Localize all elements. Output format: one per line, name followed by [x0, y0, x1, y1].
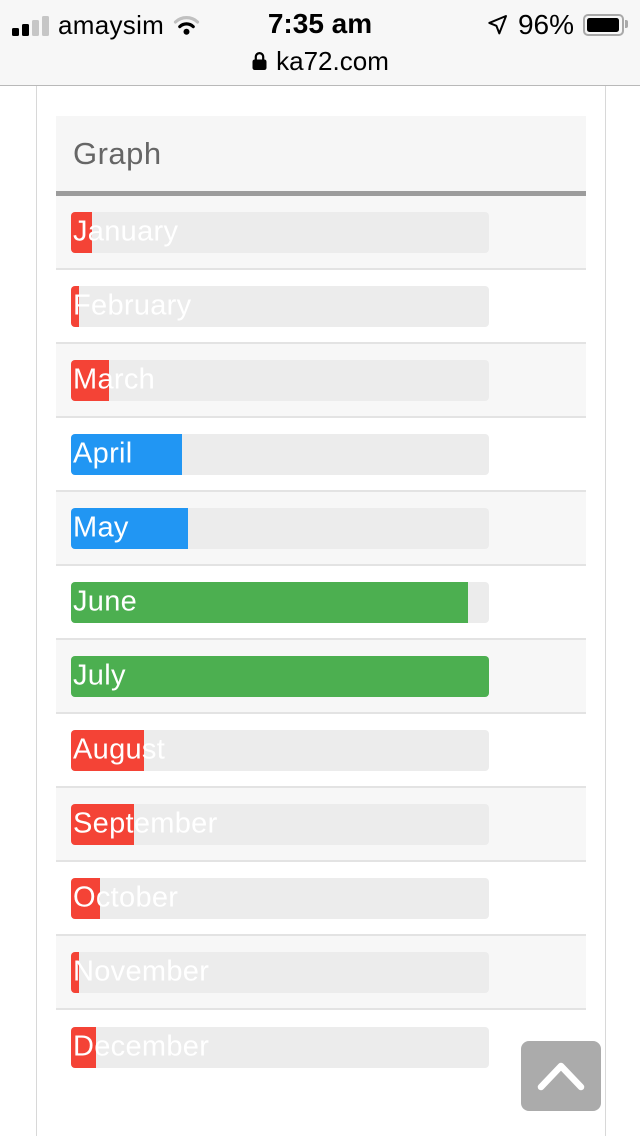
month-row-august: August: [56, 714, 586, 788]
battery-percent-label: 96%: [517, 9, 574, 40]
bar-track: June: [71, 581, 489, 623]
bar-track: December: [71, 1026, 489, 1068]
month-row-april: April: [56, 418, 586, 492]
month-bars-list: January February March April May June Ju…: [56, 196, 586, 1084]
month-label: August: [73, 733, 166, 766]
month-label: January: [73, 215, 179, 248]
bar-fill: [71, 1026, 97, 1068]
graph-section: Graph January February March April May J…: [37, 86, 605, 1084]
month-row-october: October: [56, 862, 586, 936]
month-label: April: [73, 437, 133, 470]
page-title: Graph: [73, 135, 162, 171]
bar-fill: [71, 951, 80, 993]
scroll-to-top-button[interactable]: [521, 1041, 601, 1111]
bar-fill: [71, 655, 489, 697]
bar-fill: [71, 211, 92, 253]
bar-track: September: [71, 803, 489, 845]
bar-fill: [71, 285, 80, 327]
month-row-february: February: [56, 270, 586, 344]
month-label: July: [73, 659, 126, 692]
month-label: June: [73, 585, 138, 618]
bar-track: March: [71, 359, 489, 401]
bar-track: May: [71, 507, 489, 549]
month-row-september: September: [56, 788, 586, 862]
status-left-cluster: amaysim: [12, 10, 200, 41]
location-arrow-icon: [485, 13, 509, 37]
bar-track: November: [71, 951, 489, 993]
month-row-june: June: [56, 566, 586, 640]
month-row-january: January: [56, 196, 586, 270]
wifi-icon: [173, 14, 200, 36]
month-row-may: May: [56, 492, 586, 566]
chevron-up-icon: [537, 1061, 585, 1091]
url-label: ka72.com: [276, 45, 389, 76]
month-label: September: [73, 807, 218, 840]
month-label: February: [73, 289, 192, 322]
address-bar[interactable]: ka72.com: [0, 44, 640, 78]
lock-icon: [251, 50, 268, 72]
bar-track: April: [71, 433, 489, 475]
month-row-november: November: [56, 936, 586, 1010]
bar-fill: [71, 877, 101, 919]
bar-track: July: [71, 655, 489, 697]
bar-fill: [71, 581, 469, 623]
bar-track: August: [71, 729, 489, 771]
bar-fill: [71, 359, 109, 401]
month-label: May: [73, 511, 129, 544]
ios-safari-chrome: amaysim 7:35 am 96%: [0, 0, 640, 86]
graph-header: Graph: [56, 116, 586, 196]
status-bar: amaysim 7:35 am 96%: [0, 0, 640, 44]
month-label: November: [73, 955, 210, 988]
bar-track: October: [71, 877, 489, 919]
bar-fill: [71, 433, 182, 475]
month-row-december: December: [56, 1010, 586, 1084]
bar-track: January: [71, 211, 489, 253]
page-container: Graph January February March April May J…: [36, 86, 606, 1136]
battery-icon: [583, 14, 628, 36]
bar-track: February: [71, 285, 489, 327]
status-right-cluster: 96%: [485, 9, 628, 41]
month-row-july: July: [56, 640, 586, 714]
carrier-label: amaysim: [58, 9, 165, 40]
bar-fill: [71, 803, 134, 845]
cellular-signal-icon: [12, 15, 49, 36]
month-row-march: March: [56, 344, 586, 418]
bar-fill: [71, 507, 189, 549]
month-label: March: [73, 363, 156, 396]
month-label: December: [73, 1030, 210, 1063]
month-label: October: [73, 881, 179, 914]
bar-fill: [71, 729, 145, 771]
